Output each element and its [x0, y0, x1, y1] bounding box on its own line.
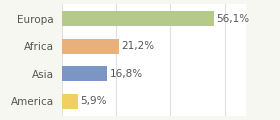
Text: 21,2%: 21,2%	[122, 41, 155, 51]
Bar	[62, 66, 107, 81]
Bar	[62, 94, 78, 109]
Text: 5,9%: 5,9%	[80, 96, 106, 106]
Text: 16,8%: 16,8%	[109, 69, 143, 79]
Bar	[62, 11, 214, 26]
Text: 56,1%: 56,1%	[216, 14, 249, 24]
Bar	[62, 39, 119, 54]
